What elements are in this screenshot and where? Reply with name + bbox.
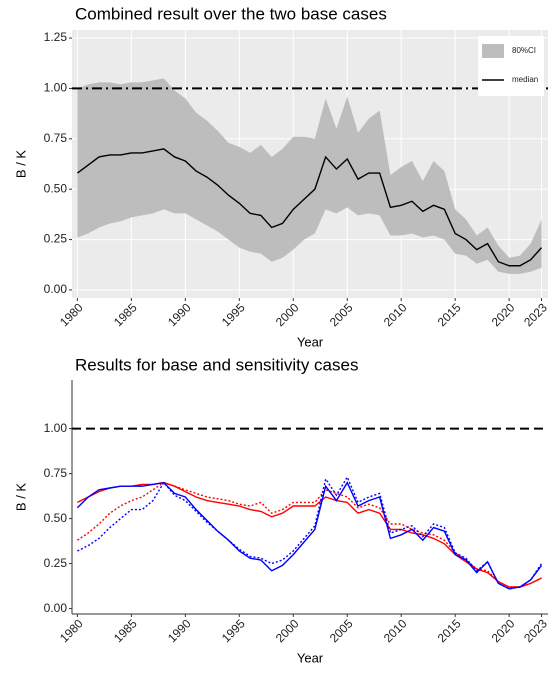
- x-tick-label: 1985: [111, 616, 140, 645]
- series-line: [76, 148, 543, 267]
- chart-title: Results for base and sensitivity cases: [75, 355, 358, 374]
- x-tick-label: 2000: [273, 300, 302, 329]
- y-tick-label: 1.25: [44, 30, 68, 44]
- y-tick-label: 0.00: [44, 601, 68, 615]
- y-tick-label: 0.25: [44, 232, 68, 246]
- series-line: [76, 481, 543, 590]
- y-axis-title: B / K: [13, 483, 28, 512]
- y-tick-label: 1.00: [44, 81, 68, 95]
- y-tick-label: 0.50: [44, 511, 68, 525]
- x-tick-label: 1995: [219, 300, 248, 329]
- x-tick-label: 1990: [165, 300, 194, 329]
- plot-background: [72, 380, 548, 614]
- x-tick-label: 2005: [327, 300, 356, 329]
- x-tick-label: 1985: [111, 300, 140, 329]
- series-line: [77, 475, 543, 590]
- x-tick-label: 2010: [381, 616, 410, 645]
- x-tick-label: 2015: [435, 616, 464, 645]
- y-tick-label: 0.75: [44, 466, 68, 480]
- x-tick-label: 2023: [521, 300, 549, 329]
- legend-label: median: [512, 75, 538, 84]
- x-tick-label: 1980: [57, 300, 86, 329]
- chart-title: Combined result over the two base cases: [75, 4, 387, 23]
- x-tick-label: 1990: [165, 616, 194, 645]
- y-tick-label: 0.00: [44, 282, 68, 296]
- legend-label: 80%CI: [512, 46, 536, 55]
- x-tick-label: 2020: [489, 616, 518, 645]
- ci-band: [77, 78, 542, 274]
- x-axis-title: Year: [297, 334, 324, 349]
- x-tick-label: 2000: [273, 616, 302, 645]
- y-tick-label: 1.00: [44, 421, 68, 435]
- y-tick-label: 0.50: [44, 181, 68, 195]
- x-tick-label: 2023: [521, 616, 549, 645]
- x-tick-label: 2005: [327, 616, 356, 645]
- y-axis-title: B / K: [13, 150, 28, 179]
- y-tick-label: 0.25: [44, 556, 68, 570]
- legend-key: [482, 44, 504, 58]
- x-tick-label: 2020: [489, 300, 518, 329]
- x-tick-label: 2010: [381, 300, 410, 329]
- x-tick-label: 1995: [219, 616, 248, 645]
- x-tick-label: 1980: [57, 616, 86, 645]
- x-tick-label: 2015: [435, 300, 464, 329]
- x-axis-title: Year: [297, 650, 324, 665]
- y-tick-label: 0.75: [44, 131, 68, 145]
